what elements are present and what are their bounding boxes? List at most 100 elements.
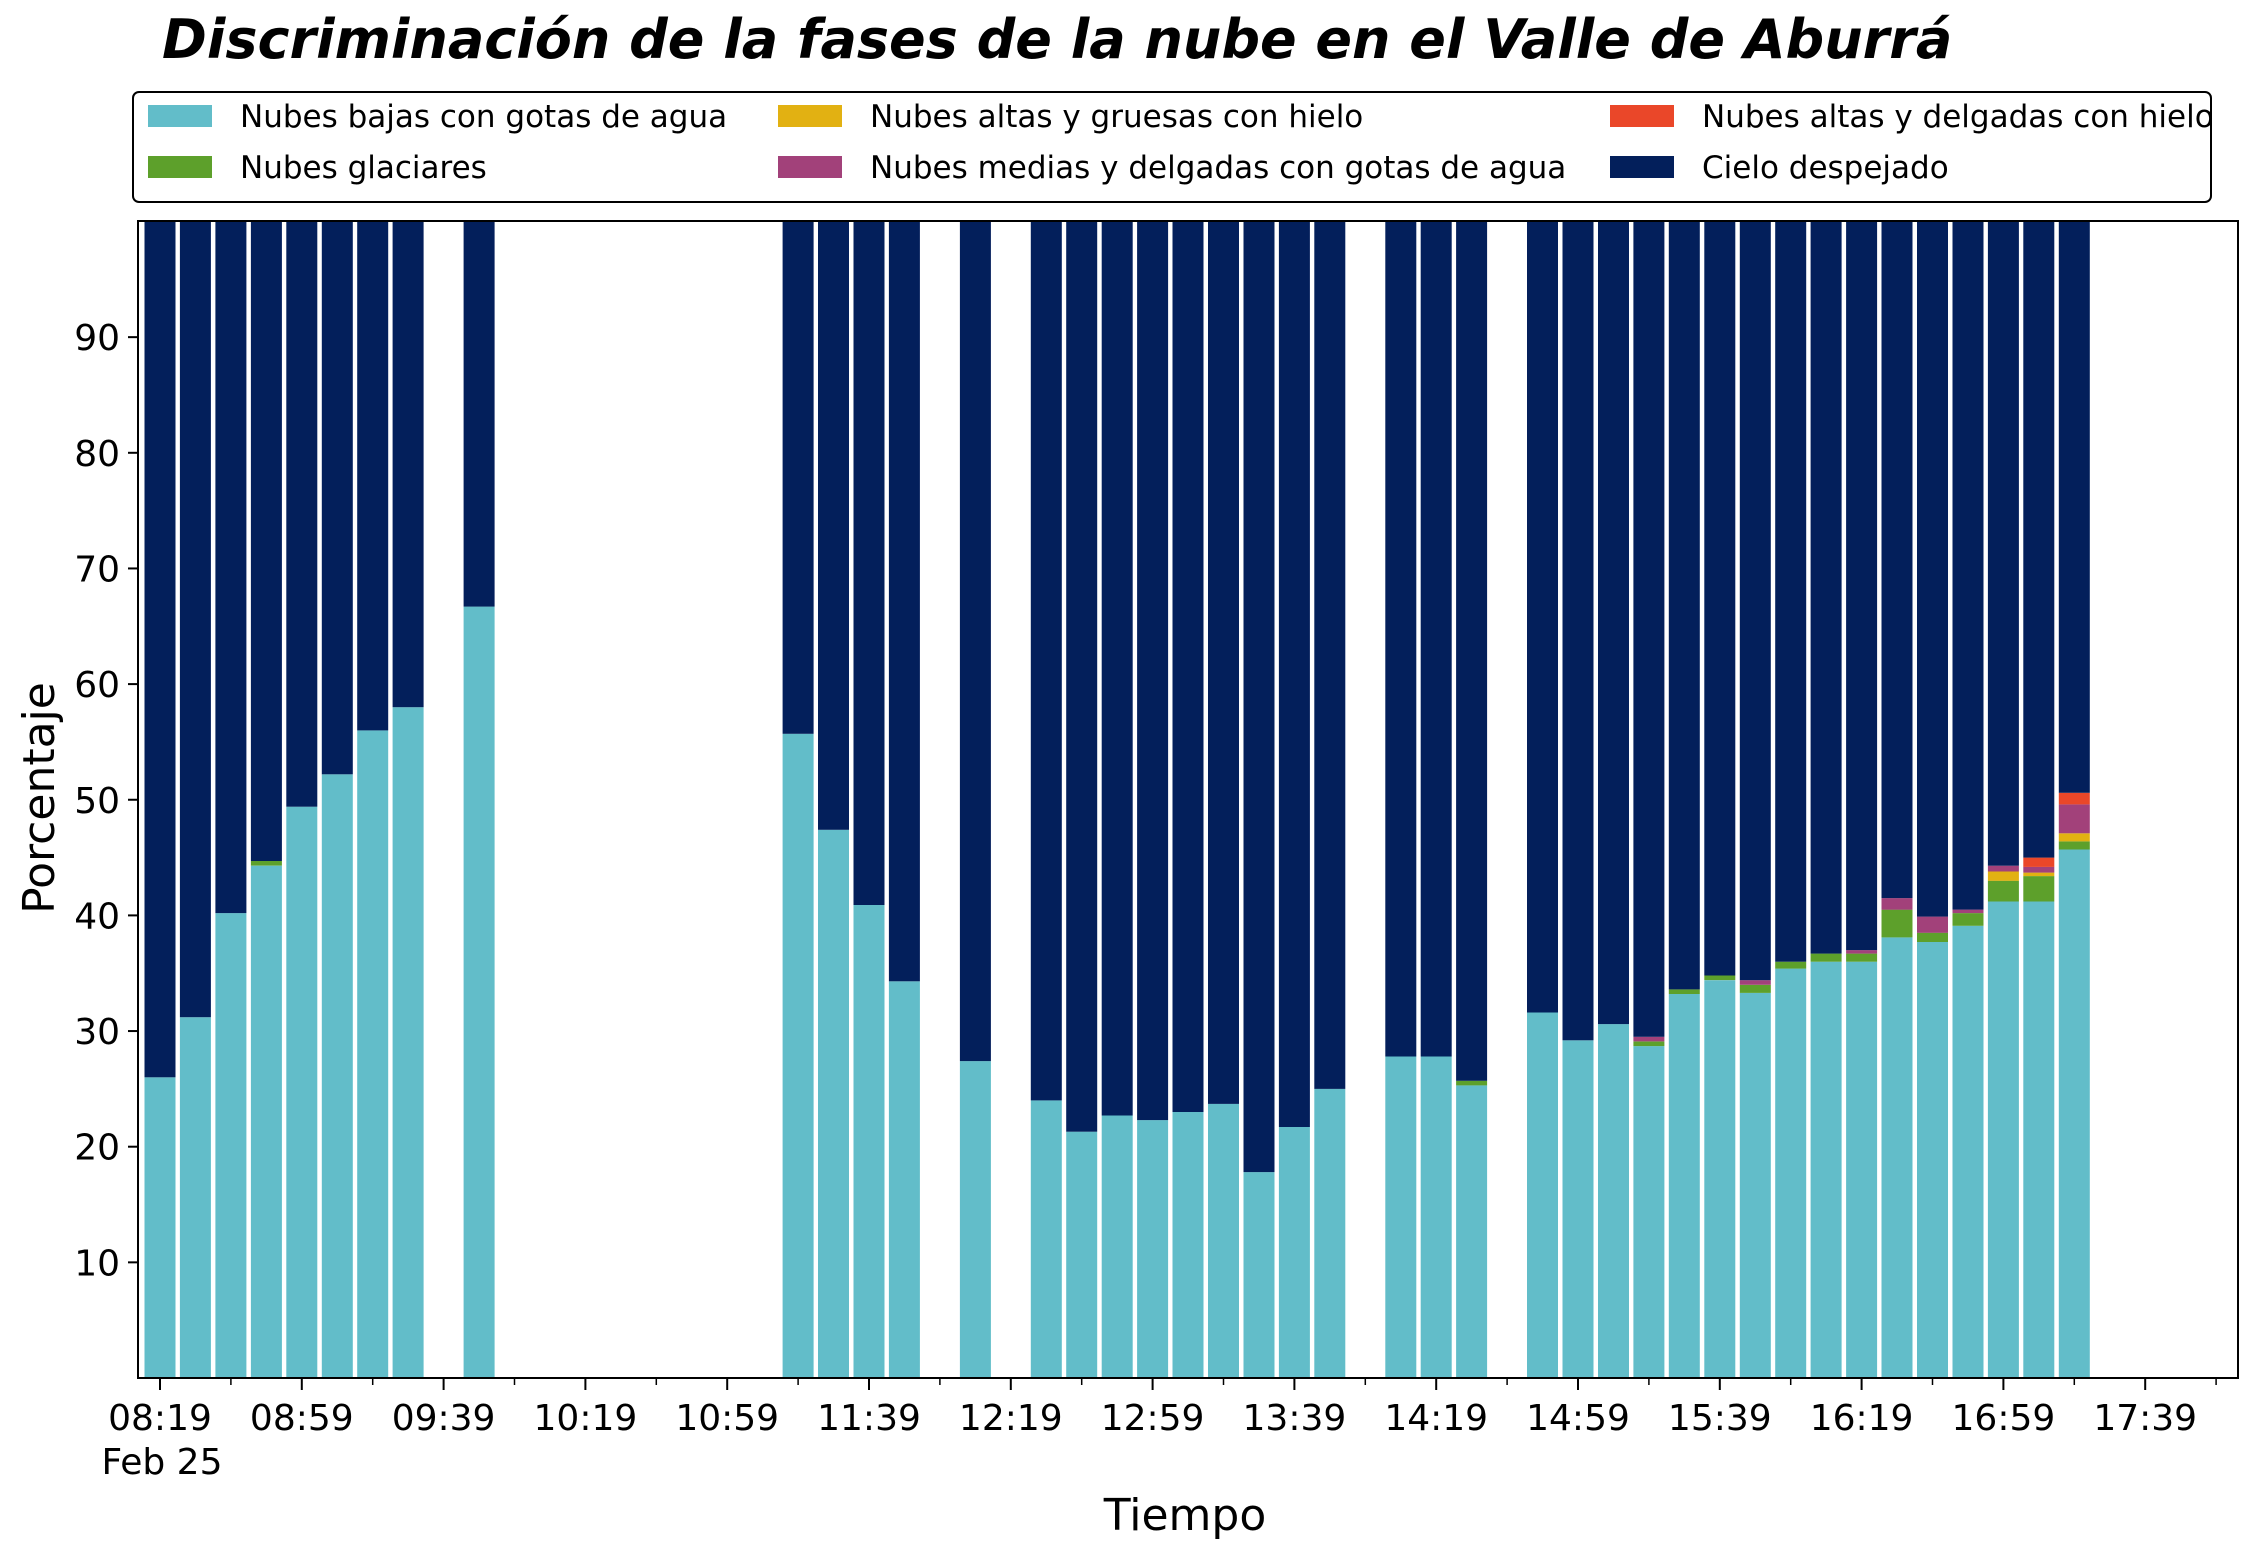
bar-segment	[818, 829, 849, 1378]
y-tick-label: 90	[74, 318, 120, 359]
bar-segment	[1881, 221, 1913, 899]
chart-title: Discriminación de la fases de la nube en…	[162, 8, 1952, 71]
bar-segment	[1562, 1040, 1594, 1378]
bar-segment	[1562, 221, 1594, 1041]
bar-segment	[1030, 1100, 1062, 1378]
bar-segment	[1987, 901, 2019, 1378]
y-tick-label: 30	[74, 1012, 120, 1053]
x-tick-sublabel: Feb 25	[102, 1442, 223, 1483]
bar-segment	[463, 606, 495, 1378]
bar-segment	[2058, 849, 2090, 1378]
bar-segment	[1810, 221, 1842, 954]
bar-segment	[1987, 880, 2019, 902]
bar-segment	[1314, 1088, 1346, 1378]
bar-segment	[959, 1061, 991, 1378]
bar-segment	[1775, 961, 1807, 969]
bar-segment	[1527, 1012, 1558, 1378]
bar-segment	[1952, 913, 1984, 926]
bar-segment	[1314, 221, 1346, 1089]
bar-segment	[1420, 221, 1452, 1057]
x-tick-label: 16:59	[1952, 1398, 2056, 1439]
bar-segment	[1739, 984, 1771, 993]
bar-segment	[853, 905, 885, 1378]
bar-segment	[1987, 871, 2019, 881]
y-tick-label: 10	[74, 1243, 120, 1284]
bar-segment	[888, 221, 920, 982]
bar-segment	[2023, 866, 2055, 873]
bar-segment	[2023, 876, 2055, 902]
bar-segment	[1633, 1046, 1665, 1378]
legend-swatch	[1610, 156, 1674, 178]
bar-segment	[888, 981, 920, 1378]
bar-segment	[463, 221, 495, 607]
bar-segment	[1101, 221, 1133, 1116]
bar-segment	[1633, 221, 1665, 1037]
bar-segment	[1172, 1112, 1204, 1378]
x-tick-label: 15:39	[1668, 1398, 1772, 1439]
x-tick-label: 14:59	[1526, 1398, 1630, 1439]
bar-segment	[250, 861, 282, 866]
bar-segment	[286, 806, 318, 1378]
bar-segment	[1952, 925, 1984, 1378]
bar-segment	[782, 733, 814, 1378]
bar-segment	[1456, 1085, 1488, 1378]
bar-segment	[1278, 221, 1310, 1127]
legend-label: Nubes glaciares	[240, 150, 487, 186]
y-tick-label: 70	[74, 549, 120, 590]
bar-segment	[1668, 989, 1700, 994]
legend-swatch	[1610, 105, 1674, 127]
bar-segment	[357, 730, 389, 1378]
bar-segment	[959, 221, 991, 1062]
bar-segment	[1881, 909, 1913, 938]
bar-segment	[1881, 937, 1913, 1378]
x-tick-label: 14:19	[1384, 1398, 1488, 1439]
bar-segment	[2023, 901, 2055, 1378]
bar-segment	[1775, 968, 1807, 1378]
x-tick-label: 12:59	[1101, 1398, 1205, 1439]
bar-segment	[215, 913, 247, 1378]
bar-segment	[1527, 221, 1558, 1013]
x-tick-label: 11:39	[817, 1398, 921, 1439]
bar-segment	[1137, 221, 1169, 1121]
bar-segment	[1278, 1127, 1310, 1378]
bar-segment	[1987, 221, 2019, 866]
x-axis-label: Tiempo	[1103, 1490, 1267, 1541]
bar-segment	[1030, 221, 1062, 1101]
legend-swatch	[778, 105, 842, 127]
bar-segment	[179, 1017, 211, 1378]
bar-segment	[321, 774, 353, 1378]
bar-segment	[1704, 221, 1736, 976]
legend: Nubes bajas con gotas de agua Nubes glaci…	[148, 99, 2214, 186]
bar-segment	[853, 221, 885, 905]
bar-segment	[1917, 932, 1948, 942]
legend-swatch	[778, 156, 842, 178]
bar-segment	[144, 1077, 176, 1378]
x-tick-label: 17:39	[2093, 1398, 2197, 1439]
bar-segment	[1066, 1131, 1098, 1378]
bar-segment	[392, 707, 424, 1378]
bar-segment	[1668, 994, 1700, 1378]
x-tick-label: 16:19	[1810, 1398, 1914, 1439]
bar-segment	[1456, 1080, 1488, 1086]
y-tick-label: 50	[74, 781, 120, 822]
bar-segment	[1137, 1120, 1169, 1378]
bar-segment	[1598, 221, 1629, 1025]
y-axis-label: Porcentaje	[14, 682, 65, 914]
x-tick-label: 13:39	[1243, 1398, 1347, 1439]
bar-segment	[1775, 221, 1807, 962]
bar-segment	[357, 221, 389, 731]
legend-label: Nubes medias y delgadas con gotas de agu…	[870, 150, 1566, 186]
bar-segment	[782, 221, 814, 734]
bar-segment	[1066, 221, 1098, 1132]
bar-segment	[1208, 1103, 1239, 1378]
x-axis: 08:19 08:59 09:39 10:19 10:59 11:39 12:19 12:59…	[108, 1378, 2217, 1439]
bar-segment	[1172, 221, 1204, 1112]
bar-segment	[2058, 804, 2090, 834]
bar-segment	[1704, 975, 1736, 981]
bars	[144, 221, 2090, 1378]
bar-segment	[1243, 221, 1275, 1173]
bar-segment	[1881, 898, 1913, 910]
bar-segment	[1846, 961, 1878, 1378]
x-tick-label: 08:19	[108, 1398, 212, 1439]
bar-segment	[818, 221, 849, 830]
